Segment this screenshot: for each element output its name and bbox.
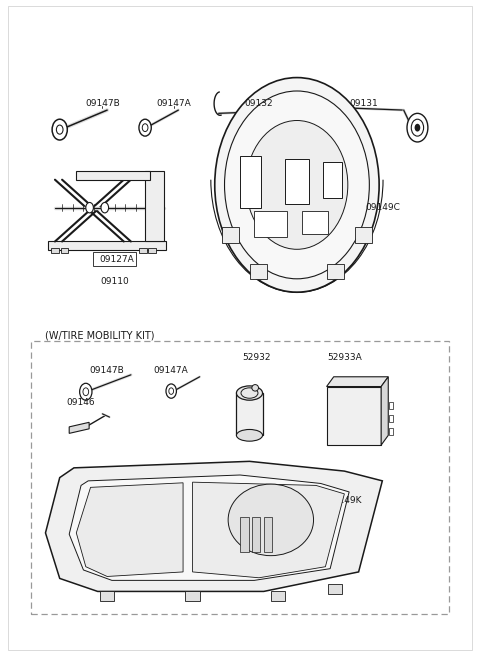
Circle shape <box>101 203 108 213</box>
Polygon shape <box>76 171 150 180</box>
Polygon shape <box>326 377 388 386</box>
Polygon shape <box>46 461 383 592</box>
Bar <box>240 155 261 208</box>
Bar <box>60 248 68 253</box>
Bar <box>51 248 59 253</box>
Bar <box>222 227 239 243</box>
Polygon shape <box>326 386 381 445</box>
Bar <box>323 162 342 198</box>
Ellipse shape <box>225 91 369 279</box>
Text: 09110: 09110 <box>100 277 129 285</box>
Ellipse shape <box>215 77 379 292</box>
Bar <box>389 401 394 409</box>
Circle shape <box>80 383 92 400</box>
Bar <box>264 517 272 552</box>
Ellipse shape <box>237 386 263 400</box>
Bar <box>254 211 288 237</box>
Polygon shape <box>69 422 89 434</box>
Ellipse shape <box>246 121 348 249</box>
Text: 09132: 09132 <box>245 99 273 108</box>
Circle shape <box>407 113 428 142</box>
Bar <box>185 592 200 601</box>
Text: 09147B: 09147B <box>85 99 120 108</box>
Bar <box>301 211 328 234</box>
Text: 09147B: 09147B <box>90 366 124 375</box>
Bar <box>389 415 394 422</box>
Bar <box>328 584 342 594</box>
Bar <box>250 264 267 279</box>
Polygon shape <box>48 241 167 250</box>
Bar <box>31 341 449 614</box>
Polygon shape <box>76 483 183 577</box>
Text: 09131: 09131 <box>349 99 378 108</box>
Bar <box>327 264 344 279</box>
Polygon shape <box>192 482 344 578</box>
Ellipse shape <box>237 430 263 441</box>
Text: 09149K: 09149K <box>327 496 361 505</box>
Bar <box>93 252 136 266</box>
Bar <box>100 592 114 601</box>
Bar <box>148 248 156 253</box>
Text: 52933A: 52933A <box>327 353 362 361</box>
Text: 09147A: 09147A <box>154 366 189 375</box>
Ellipse shape <box>252 384 259 391</box>
Polygon shape <box>69 475 349 581</box>
Bar <box>285 159 309 205</box>
Ellipse shape <box>228 484 313 556</box>
Bar <box>240 517 249 552</box>
Text: 09149C: 09149C <box>365 203 400 212</box>
Polygon shape <box>145 171 164 241</box>
Circle shape <box>139 119 151 136</box>
Bar <box>389 428 394 436</box>
Text: 52932: 52932 <box>242 353 271 361</box>
Polygon shape <box>381 377 388 445</box>
Text: 09146: 09146 <box>67 398 96 407</box>
Circle shape <box>52 119 67 140</box>
Bar <box>237 393 263 436</box>
Text: 09127A: 09127A <box>99 255 134 264</box>
Circle shape <box>86 203 94 213</box>
Circle shape <box>166 384 177 398</box>
Text: (W/TIRE MOBILITY KIT): (W/TIRE MOBILITY KIT) <box>46 331 155 341</box>
Bar <box>271 592 285 601</box>
Circle shape <box>415 124 420 132</box>
Bar <box>355 227 372 243</box>
Bar <box>252 517 261 552</box>
Bar <box>139 248 146 253</box>
Text: 09147A: 09147A <box>156 99 191 108</box>
